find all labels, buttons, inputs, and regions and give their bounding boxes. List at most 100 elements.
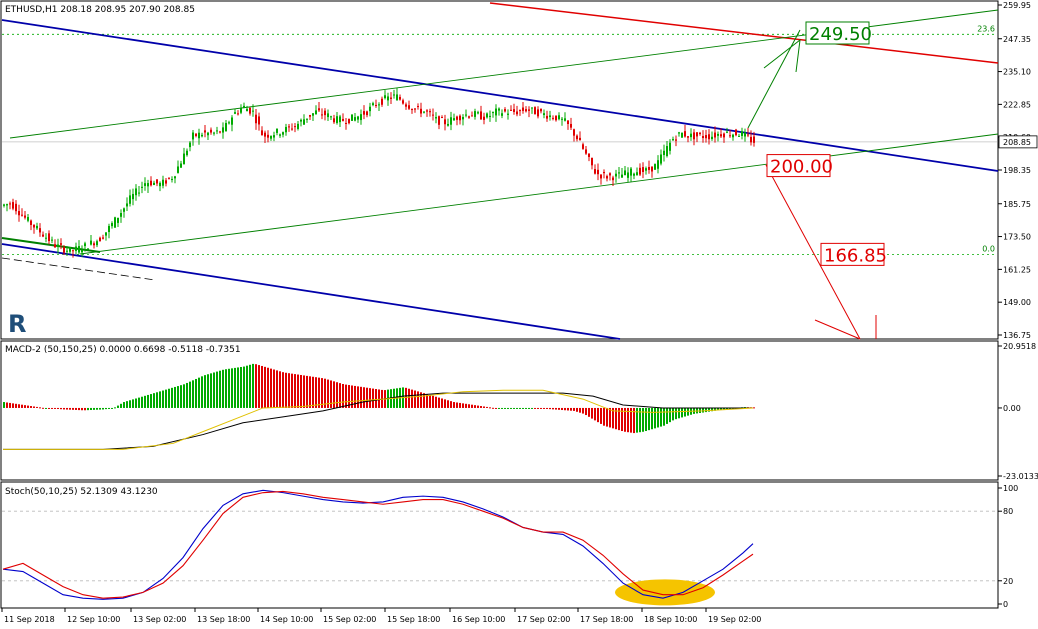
stoch-axis-label: 100 — [1003, 484, 1018, 493]
candle-body — [555, 115, 557, 121]
macd-bar — [39, 407, 41, 409]
macd-bar — [246, 365, 248, 408]
candle-body — [381, 98, 383, 105]
candle-body — [633, 173, 635, 176]
macd-bar — [405, 387, 407, 408]
macd-bar — [339, 383, 341, 408]
candle-body — [174, 176, 176, 179]
candle-body — [438, 116, 440, 125]
candle-body — [468, 116, 470, 118]
candle-body — [18, 211, 20, 216]
candle-body — [534, 107, 536, 115]
candle-body — [294, 126, 296, 128]
candle-body — [336, 116, 338, 123]
candle-body — [597, 169, 599, 175]
price-axis-label: 235.10 — [1003, 68, 1031, 77]
macd-bar — [510, 407, 512, 409]
candle-body — [507, 113, 509, 115]
macd-bar — [51, 407, 53, 409]
macd-bar — [465, 403, 467, 408]
macd-bar — [108, 407, 110, 409]
candle-body — [300, 119, 302, 122]
candle-body — [594, 169, 596, 174]
candle-body — [378, 104, 380, 106]
candle-body — [627, 172, 629, 178]
candle-body — [687, 136, 689, 138]
macd-bar — [63, 407, 65, 410]
macd-bar — [258, 365, 260, 408]
macd-bar — [255, 364, 257, 408]
candle-body — [657, 160, 659, 169]
time-axis-label: 17 Sep 18:00 — [580, 615, 633, 624]
candle-body — [168, 177, 170, 179]
macd-bar — [117, 405, 119, 408]
candle-body — [138, 192, 140, 194]
candle-body — [618, 172, 620, 174]
candle-body — [636, 172, 638, 176]
macd-bar — [471, 404, 473, 408]
candle-body — [690, 133, 692, 138]
candle-body — [711, 136, 713, 140]
candle-body — [237, 113, 239, 115]
candle-body — [66, 250, 68, 252]
macd-bar — [105, 407, 107, 410]
candle-body — [570, 123, 572, 128]
candle-body — [9, 203, 11, 205]
macd-bar — [591, 407, 593, 419]
price-layer: 23.6 0.0 249.50 200.00 166.85 — [1, 2, 999, 340]
candle-body — [264, 132, 266, 137]
candle-body — [501, 113, 503, 116]
macd-bar — [363, 387, 365, 408]
candle-body — [348, 118, 350, 124]
macd-bar — [42, 407, 44, 409]
stoch-layer — [2, 489, 997, 606]
macd-bar — [549, 407, 551, 410]
candle-body — [465, 114, 467, 116]
candle-body — [144, 183, 146, 186]
candle-body — [651, 166, 653, 172]
candle-body — [429, 111, 431, 113]
macd-bar — [186, 382, 188, 408]
macd-bar — [9, 402, 11, 408]
candle-body — [591, 157, 593, 166]
candle-body — [309, 115, 311, 117]
candle-body — [78, 246, 80, 253]
candle-body — [675, 139, 677, 141]
candle-body — [510, 109, 512, 111]
macd-bar — [576, 407, 578, 412]
candle-body — [426, 110, 428, 112]
candle-body — [318, 108, 320, 111]
candle-body — [702, 136, 704, 139]
price-axis-label: 161.25 — [1003, 265, 1031, 274]
candle-body — [678, 132, 680, 134]
macd-bar — [720, 407, 722, 410]
candle-body — [321, 114, 323, 116]
macd-bar — [237, 367, 239, 408]
price-axis-label: 149.00 — [1003, 298, 1031, 307]
candle-body — [126, 203, 128, 207]
candle-body — [612, 177, 614, 181]
macd-bar — [129, 400, 131, 408]
macd-bar — [651, 407, 653, 430]
macd-bar — [285, 372, 287, 408]
candle-body — [531, 107, 533, 109]
fib-level-label: 23.6 — [977, 24, 995, 33]
candle-body — [219, 131, 221, 133]
candle-body — [402, 100, 404, 104]
macd-bar — [306, 375, 308, 408]
macd-bar — [231, 368, 233, 408]
macd-bar — [213, 372, 215, 408]
candle-body — [198, 132, 200, 139]
macd-bar — [168, 388, 170, 408]
candle-body — [183, 153, 185, 165]
macd-bar — [645, 407, 647, 432]
macd-bar — [318, 377, 320, 408]
forecast-down-arrowhead-left — [814, 319, 861, 340]
macd-bar — [453, 402, 455, 408]
candle-body — [462, 117, 464, 120]
candle-body — [339, 116, 341, 123]
candle-body — [360, 114, 362, 121]
macd-bar — [414, 390, 416, 408]
macd-bar — [150, 394, 152, 408]
macd-bar — [354, 385, 356, 408]
